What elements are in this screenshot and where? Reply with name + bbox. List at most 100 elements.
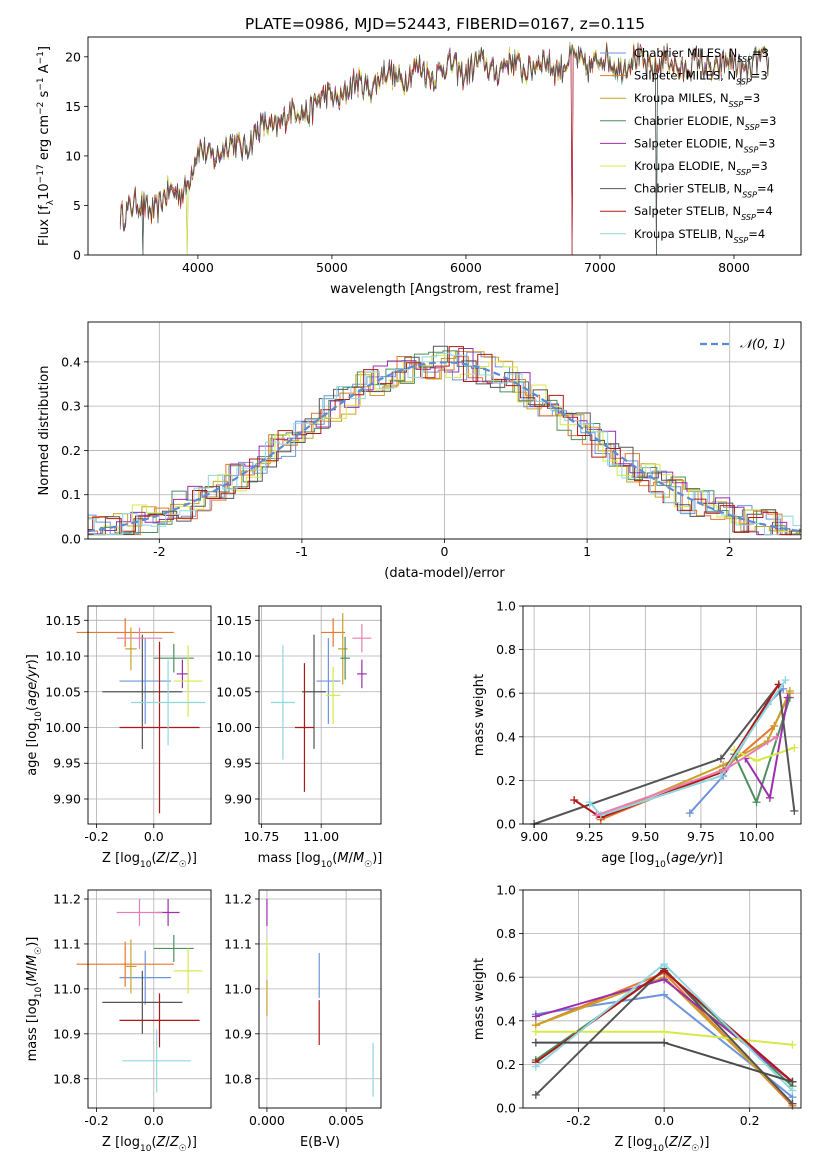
y-tick-label: 10.10 [216, 649, 252, 664]
x-tick-label: 8000 [718, 260, 750, 275]
legend-label: Kroupa MILES, NSSP=3 [634, 91, 760, 109]
histogram-8 [88, 352, 802, 536]
x-tick-label: 7000 [584, 260, 616, 275]
y-tick-label: 9.90 [53, 791, 81, 806]
y-tick-label: 10.8 [224, 1071, 252, 1086]
legend-label: 𝒩(0, 1) [740, 336, 786, 351]
y-tick-label: 9.95 [53, 756, 81, 771]
x-tick-label: 1 [583, 544, 591, 559]
legend-label: Kroupa STELIB, NSSP=4 [634, 227, 765, 245]
histogram-2 [87, 351, 801, 536]
x-axis-label: Z [log10(Z/Z☉)] [102, 851, 197, 870]
x-tick-label: 5000 [316, 260, 348, 275]
mass-weight-line-8 [588, 679, 787, 817]
histogram-7 [88, 346, 802, 536]
mass-weight-line-6 [533, 681, 796, 825]
y-tick-label: 10.9 [224, 1026, 252, 1041]
x-tick-label: 0.0 [144, 829, 164, 844]
x-axis-label: (data-model)/error [384, 566, 505, 581]
y-tick-label: 0.4 [496, 1013, 516, 1028]
plot-area-spectrum [119, 40, 770, 256]
y-tick-label: 10.05 [45, 684, 81, 699]
y-tick-label: 0.6 [496, 970, 516, 985]
x-tick-label: 0 [441, 544, 449, 559]
x-tick-label: -0.2 [84, 829, 108, 844]
x-axis-label: wavelength [Angstrom, rest frame] [330, 282, 559, 297]
x-tick-label: 0.0 [654, 1113, 674, 1128]
plot-area-mass_weight_vs_Z [531, 960, 797, 1110]
panel-residuals: -2 -1 0 1 2 0.0 0.1 0.2 0.3 0.4 (data-model)/error… [37, 321, 802, 581]
y-tick-label: 11.0 [224, 981, 252, 996]
x-tick-label: 9.75 [687, 829, 715, 844]
y-tick-label: 0.8 [496, 926, 516, 941]
y-tick-label: 10.00 [45, 720, 81, 735]
x-tick-label: 10.00 [739, 829, 775, 844]
legend-label: Salpeter MILES, NSSP=3 [634, 69, 768, 87]
x-axis-label: mass [log10(M/M☉)] [258, 851, 383, 870]
plot-area-mass_weight_vs_age [530, 676, 799, 828]
y-tick-label: 11.1 [224, 936, 252, 951]
y-axis-label: mass weight [472, 958, 487, 1040]
legend-label: Salpeter STELIB, NSSP=4 [634, 204, 773, 222]
axes-frame [258, 605, 382, 825]
panel-age_vs_mass: 10.75 11.00 9.90 9.95 10.00 10.05 10.10 10.15 ma… [216, 605, 383, 870]
y-tick-label: 10.15 [216, 613, 252, 628]
x-axis-label: Z [log10(Z/Z☉)] [102, 1135, 197, 1154]
axes-frame [87, 321, 802, 540]
y-tick-label: 5 [73, 198, 81, 213]
spectrum-line-6 [119, 43, 770, 256]
y-axis-label: mass weight [472, 674, 487, 756]
x-tick-label: -2 [153, 544, 165, 559]
x-tick-label: 0.000 [249, 1113, 285, 1128]
y-tick-label: 10.05 [216, 684, 252, 699]
y-tick-label: 0.0 [61, 532, 81, 547]
y-tick-label: 9.90 [224, 791, 252, 806]
y-tick-label: 10.9 [53, 1026, 81, 1041]
y-tick-label: 11.2 [224, 891, 252, 906]
y-axis-label: Normed distribution [37, 366, 52, 496]
y-tick-label: 11.1 [53, 936, 81, 951]
axes-frame [522, 605, 802, 825]
axes-frame [87, 605, 212, 825]
x-axis-label: age [log10(age/yr)] [601, 851, 723, 870]
y-tick-label: 9.95 [224, 756, 252, 771]
panel-mass_vs_ebv: 0.000 0.005 10.8 10.9 11.0 11.1 11.2 E(B-V) [224, 889, 382, 1150]
x-tick-label: 9.25 [576, 829, 604, 844]
y-tick-label: 0 [73, 248, 81, 263]
x-tick-label: 0.0 [144, 1113, 164, 1128]
panel-spectrum: 4000 5000 6000 7000 8000 0 5 10 15 20 wavelength [… [36, 36, 802, 297]
y-tick-label: 0.0 [496, 817, 516, 832]
plot-area-age_vs_mass [270, 613, 372, 792]
x-tick-label: -1 [296, 544, 308, 559]
y-tick-label: 10.8 [53, 1071, 81, 1086]
axes-frame [258, 889, 382, 1109]
y-tick-label: 11.0 [53, 981, 81, 996]
x-tick-label: -0.2 [566, 1113, 590, 1128]
x-tick-label: 2 [726, 544, 734, 559]
y-tick-label: 1.0 [496, 883, 516, 898]
panel-mass_weight_vs_Z: -0.2 0.0 0.2 0.0 0.2 0.4 0.6 0.8 1.0 Z [log10(Z/Z… [472, 883, 802, 1154]
legend-label: Chabrier STELIB, NSSP=4 [634, 182, 774, 200]
y-tick-label: 10.15 [45, 613, 81, 628]
legend-label: Salpeter ELODIE, NSSP=3 [634, 136, 775, 154]
spectrum-line-7 [119, 42, 770, 256]
y-tick-label: 0.2 [496, 1057, 516, 1072]
axes-frame [87, 36, 802, 256]
y-axis-label: mass [log10(M/M☉)] [25, 937, 44, 1062]
plot-area-residuals [87, 345, 802, 536]
x-tick-label: 10.75 [243, 829, 279, 844]
panel-mass_weight_vs_age: 9.00 9.25 9.50 9.75 10.00 0.0 0.2 0.4 0.6 0.8 1.0 a… [472, 599, 802, 870]
x-tick-label: 0.2 [740, 1113, 760, 1128]
axes-frame [87, 889, 212, 1109]
x-tick-label: -0.2 [84, 1113, 108, 1128]
x-tick-label: 4000 [182, 260, 214, 275]
y-tick-label: 0.1 [61, 487, 81, 502]
panel-age_vs_Z: -0.2 0.0 9.90 9.95 10.00 10.05 10.10 10.15 Z [lo… [25, 605, 212, 870]
x-tick-label: 0.005 [328, 1113, 364, 1128]
x-tick-label: 9.50 [631, 829, 659, 844]
y-tick-label: 10.10 [45, 649, 81, 664]
histogram-6 [88, 345, 801, 536]
plot-area-mass_vs_ebv [266, 898, 374, 1097]
